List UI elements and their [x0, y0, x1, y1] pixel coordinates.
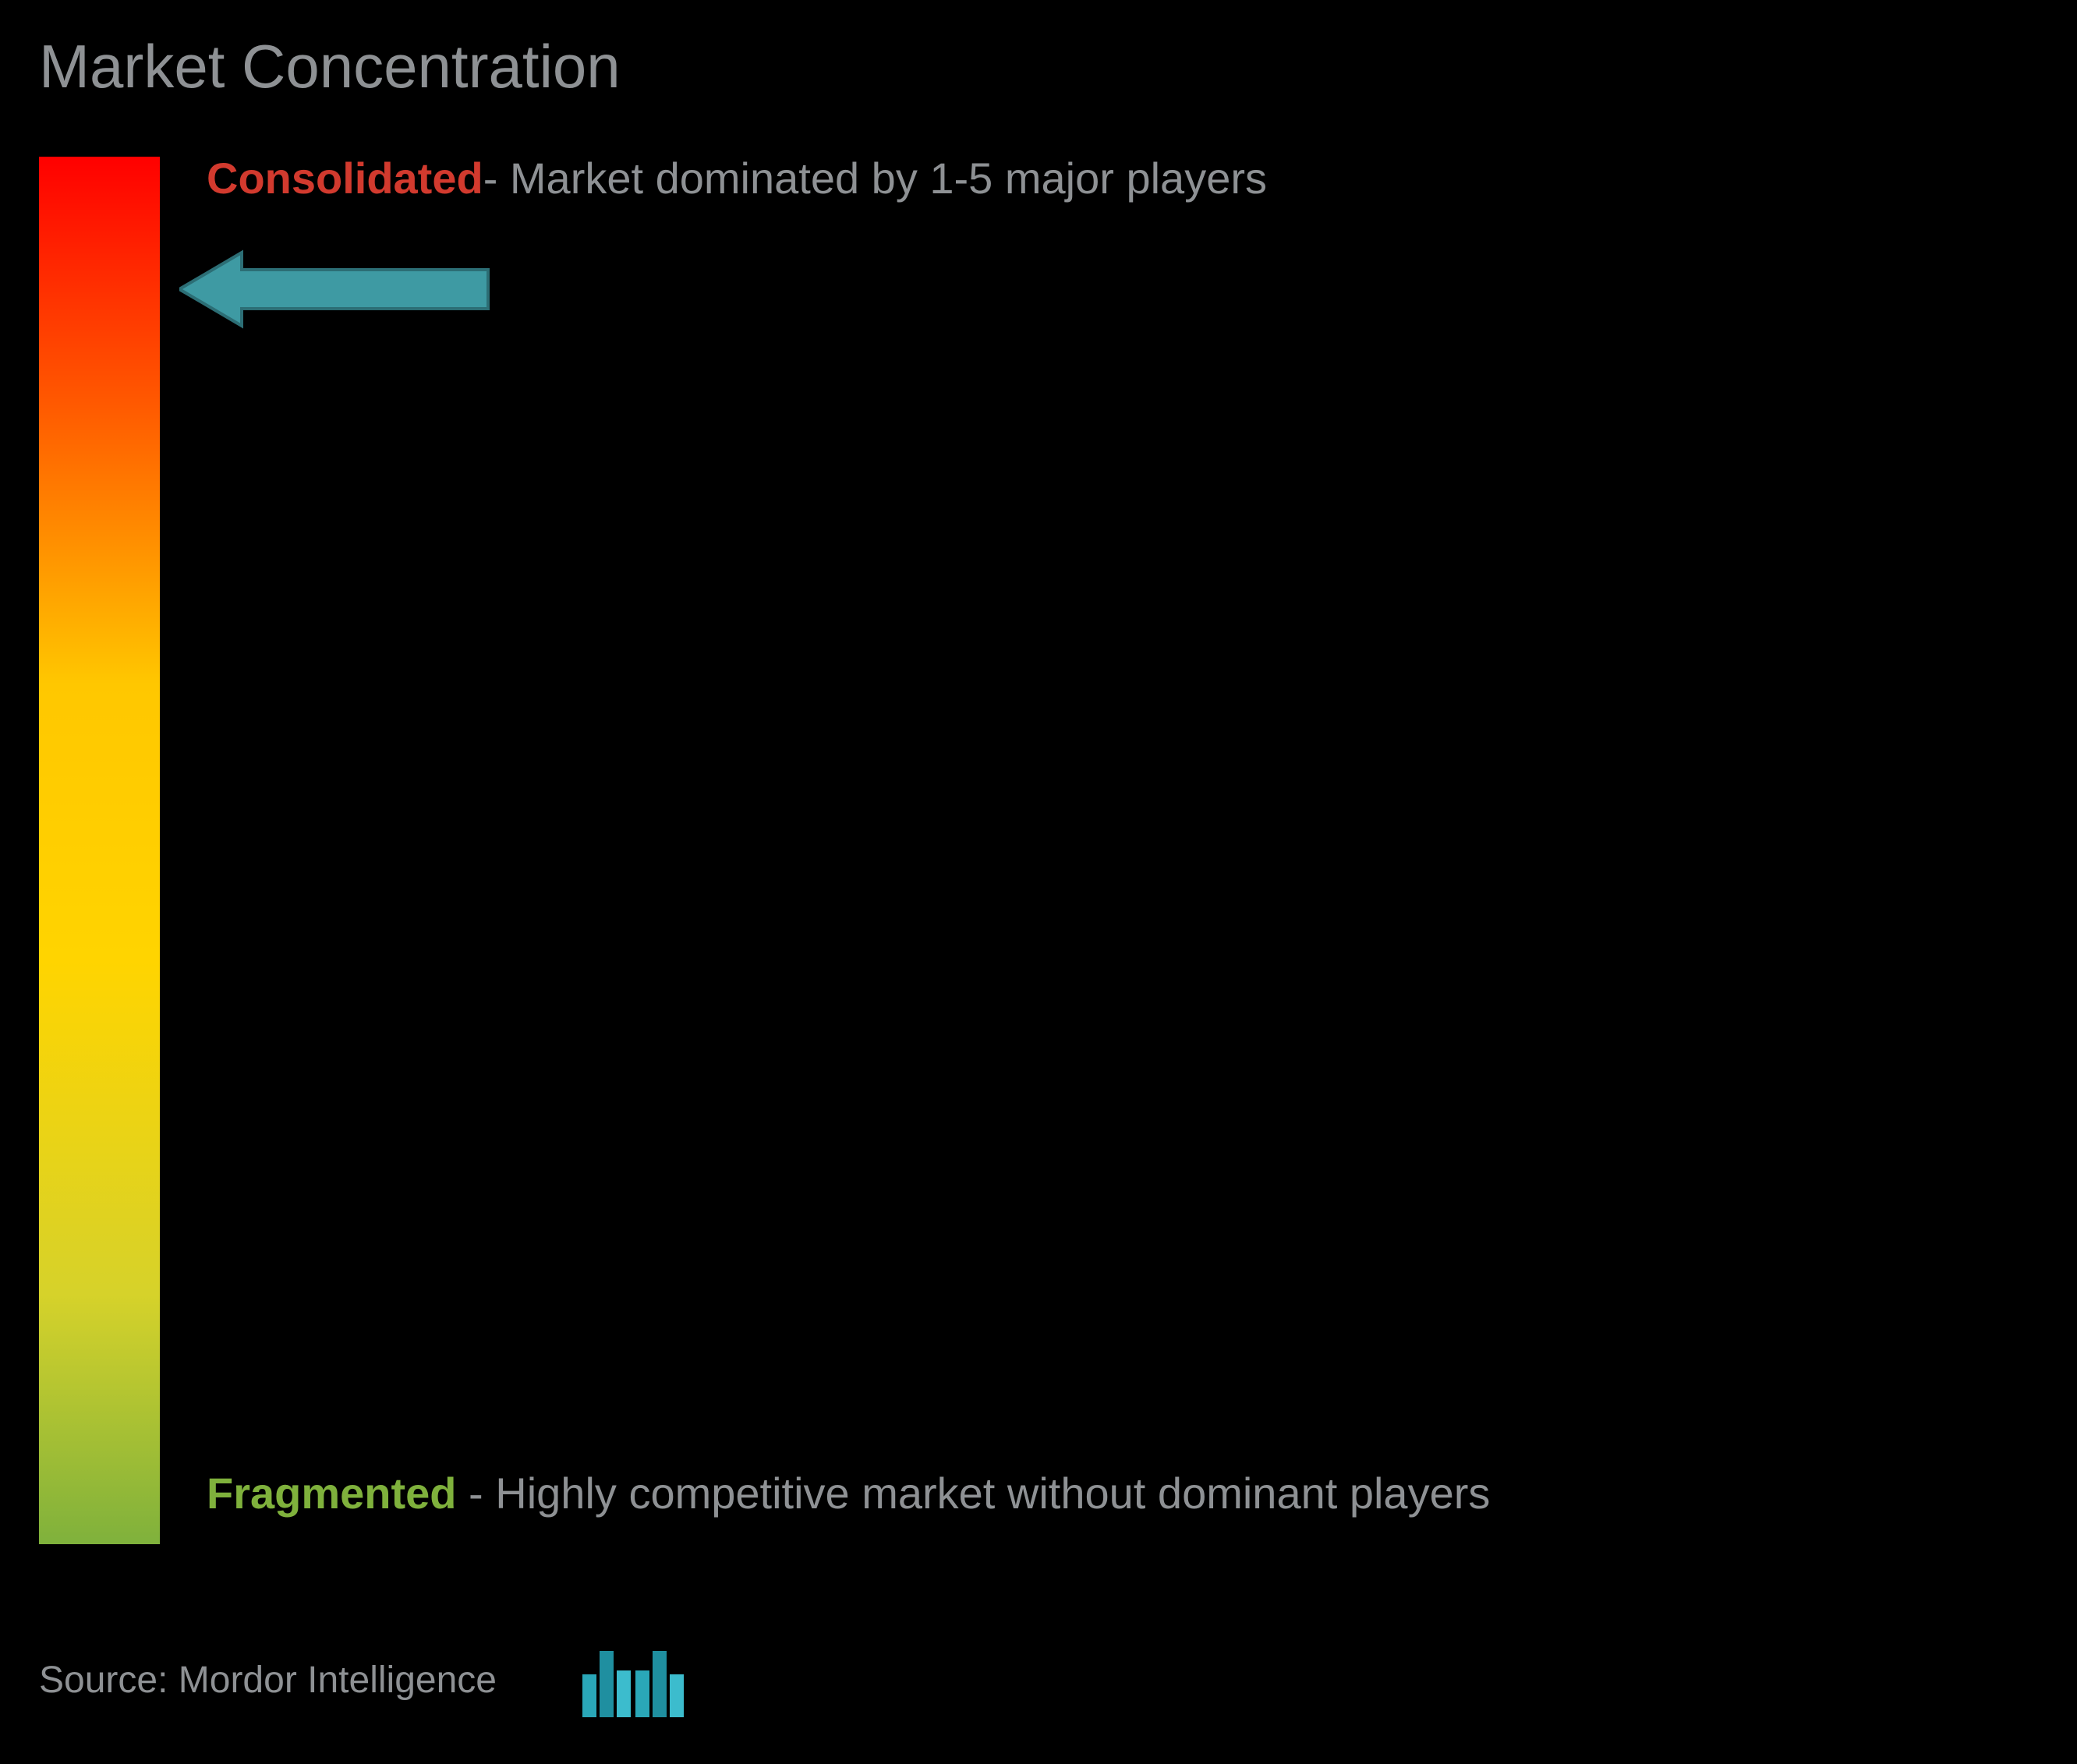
footer: Source: Mordor Intelligence: [39, 1643, 688, 1717]
chart-body: Consolidated- Market dominated by 1-5 ma…: [39, 157, 2038, 1544]
indicator-arrow: [179, 246, 491, 336]
fragmented-label: Fragmented - Highly competitive market w…: [207, 1458, 2007, 1529]
fragmented-highlight: Fragmented: [207, 1469, 457, 1518]
mordor-logo-icon: [582, 1643, 688, 1717]
arrow-left-icon: [179, 253, 488, 326]
consolidated-desc: - Market dominated by 1-5 major players: [483, 154, 1267, 203]
source-prefix: Source:: [39, 1660, 179, 1701]
source-attribution: Source: Mordor Intelligence: [39, 1659, 497, 1702]
chart-title: Market Concentration: [39, 31, 2038, 102]
fragmented-desc: - Highly competitive market without domi…: [457, 1469, 1491, 1518]
label-column: Consolidated- Market dominated by 1-5 ma…: [207, 157, 2038, 1544]
consolidated-highlight: Consolidated: [207, 154, 483, 203]
concentration-gradient-bar: [39, 157, 160, 1544]
source-name: Mordor Intelligence: [179, 1660, 497, 1701]
consolidated-label: Consolidated- Market dominated by 1-5 ma…: [207, 149, 1267, 208]
